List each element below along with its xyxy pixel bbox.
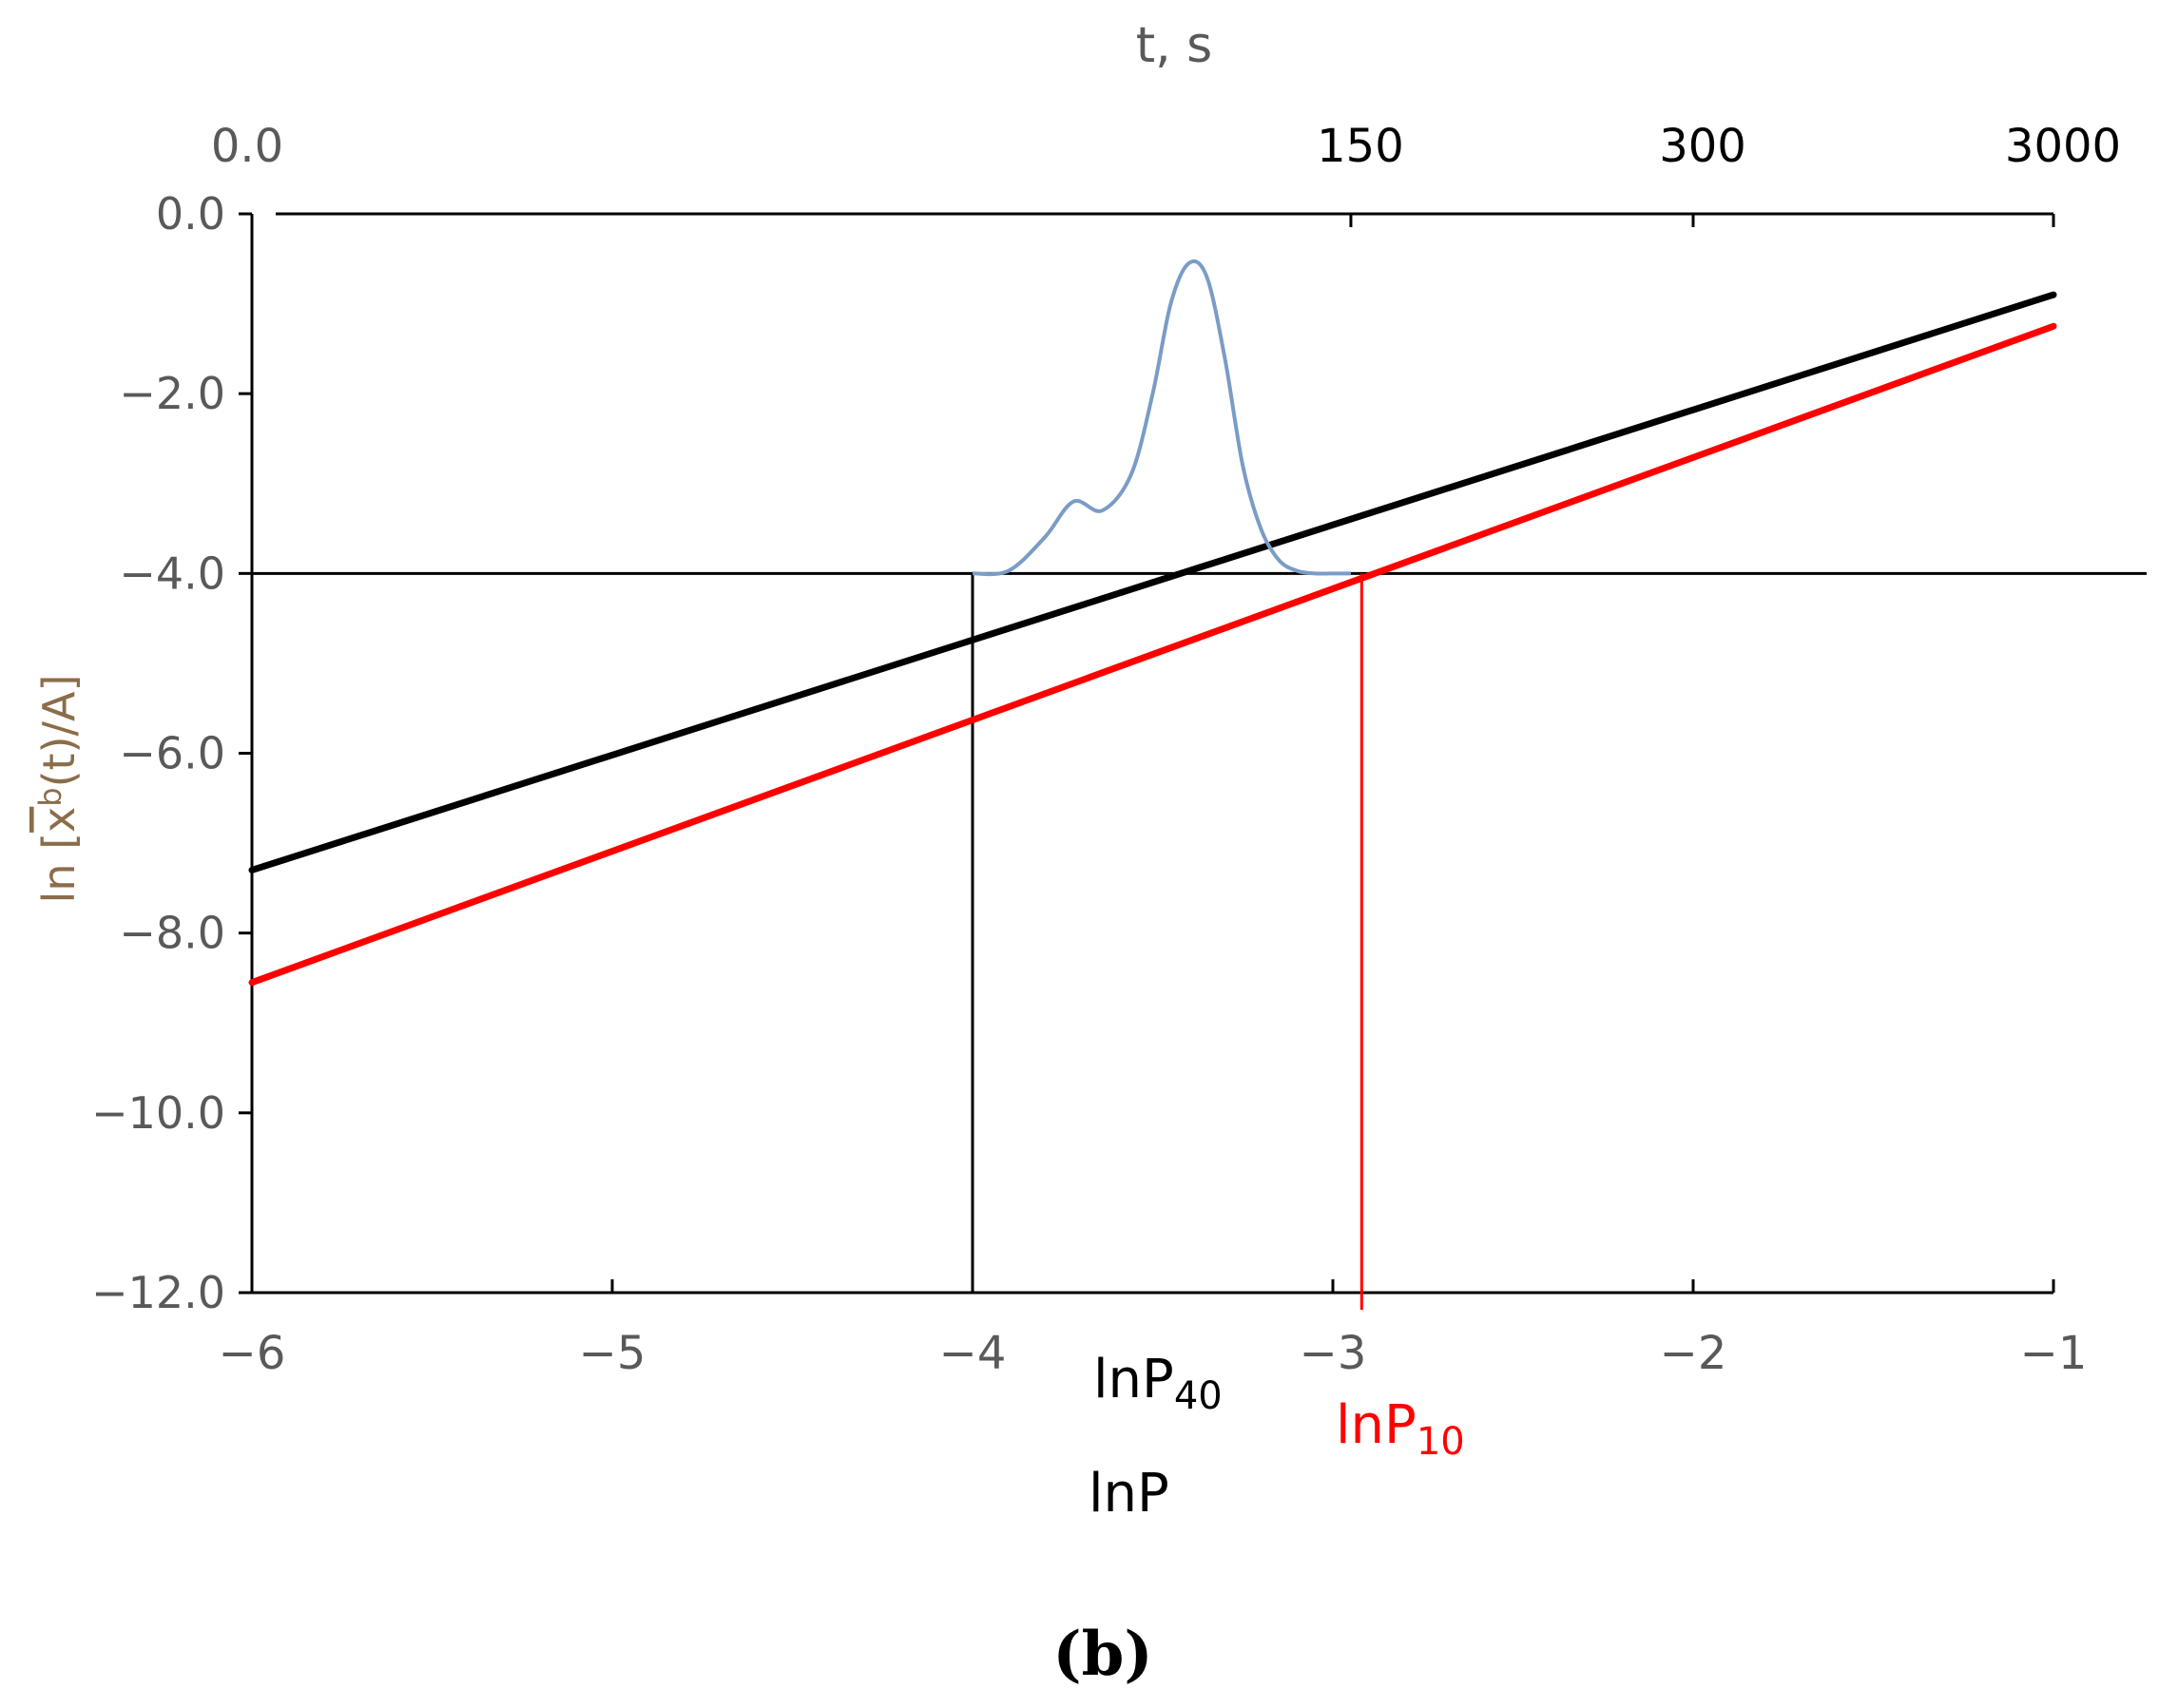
top-tick-label: 3000 <box>2005 120 2121 173</box>
left-axis-label: ln [xb(t)/A] <box>32 675 85 904</box>
top-axis-label: t, s <box>1136 17 1213 74</box>
top-tick-label: 300 <box>1659 120 1746 173</box>
panel-label: (b) <box>1052 1619 1152 1690</box>
x-tick-label: −4 <box>939 1327 1007 1380</box>
y-tick-label: −4.0 <box>119 547 225 599</box>
x-tick-label: −3 <box>1300 1327 1367 1380</box>
y-tick-label: 0.0 <box>156 188 225 240</box>
bottom-axis-label: lnP <box>1089 1463 1169 1525</box>
series-red-line <box>248 322 2057 987</box>
lnP10-label: lnP10 <box>1336 1394 1465 1464</box>
x-tick-label: −1 <box>2020 1327 2088 1380</box>
top-tick-label: 150 <box>1317 120 1404 173</box>
text-group: 0.0−2.0−4.0−6.0−8.0−10.0−12.0−6 −5 −4 −3 −2−… <box>32 17 2121 1690</box>
reference-lines-group <box>252 571 2147 1310</box>
x-tick-label: −6 <box>219 1327 286 1380</box>
y-tick-label: −2.0 <box>119 368 225 419</box>
axes-group <box>239 212 2055 1295</box>
y-tick-label: −8.0 <box>119 908 225 959</box>
series-peak-curve <box>972 259 1351 577</box>
top-tick-label: 0.0 <box>211 120 283 173</box>
y-tick-label: −12.0 <box>91 1267 225 1318</box>
lnP40-label: lnP40 <box>1093 1349 1223 1418</box>
y-tick-label: −10.0 <box>91 1087 225 1139</box>
x-tick-label: −5 <box>579 1327 646 1380</box>
series-black-line <box>248 291 2057 873</box>
y-tick-label: −6.0 <box>119 728 225 779</box>
x-tick-label: −2 <box>1660 1327 1727 1380</box>
series-group <box>248 259 2057 987</box>
